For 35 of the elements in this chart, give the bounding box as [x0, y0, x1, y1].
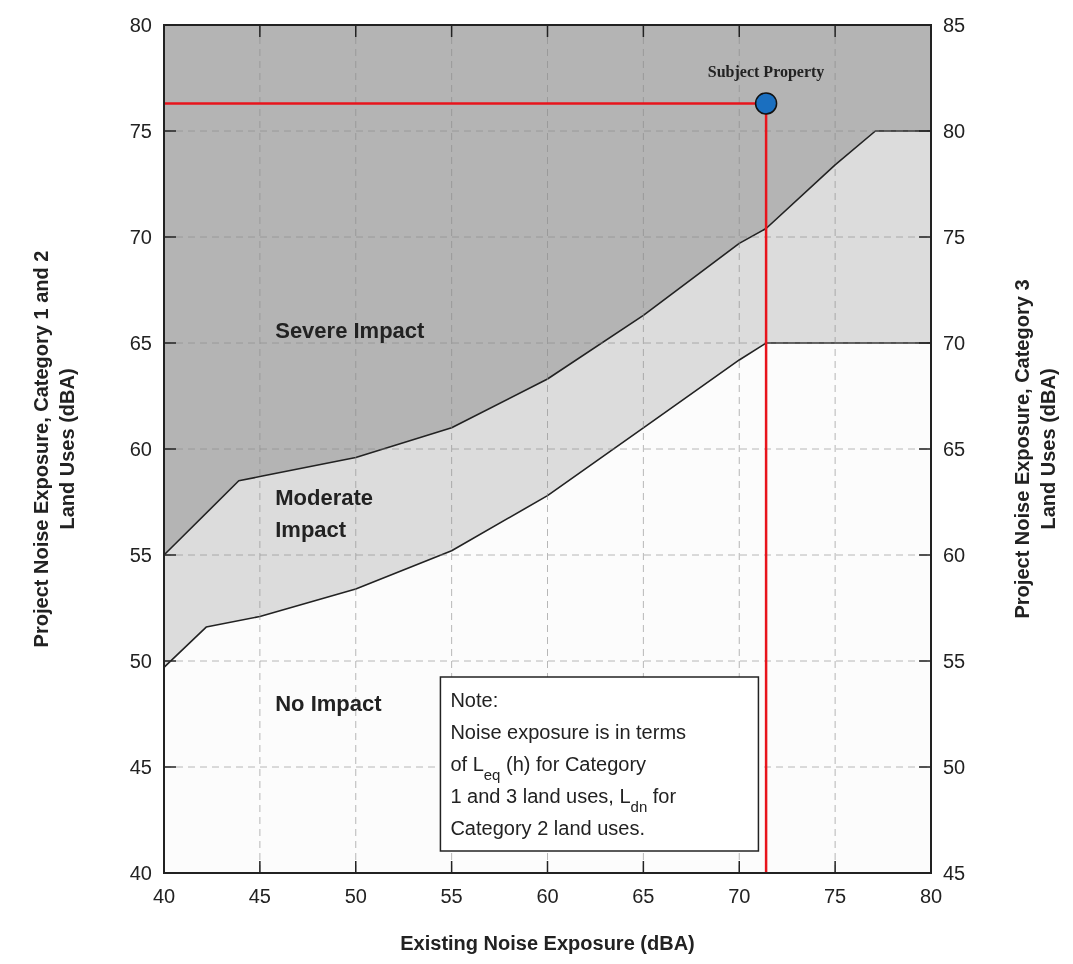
x-axis-title: Existing Noise Exposure (dBA) [400, 932, 695, 954]
y2-axis-title: Project Noise Exposure, Category 3 Land Uses (dBA) [1011, 279, 1059, 619]
x-tick-label: 40 [152, 885, 176, 907]
annotation: Severe Impact [275, 318, 426, 344]
y-tick-label: 55 [129, 544, 152, 566]
y2-tick-label: 80 [943, 120, 966, 142]
x-tick-label: 45 [248, 885, 271, 907]
y-tick-label: 45 [129, 756, 152, 778]
y-tick-label: 40 [129, 862, 152, 884]
x-tick-label: 50 [344, 885, 367, 907]
annotation: No Impact [275, 691, 383, 717]
y2-tick-label: 60 [943, 544, 966, 566]
annotation: Moderate Impact [275, 484, 374, 542]
x-tick-label: 70 [728, 885, 751, 907]
y-tick-label: 80 [129, 14, 152, 36]
y-tick-label: 70 [129, 226, 152, 248]
y2-tick-label: 45 [943, 862, 966, 884]
y2-tick-label: 50 [943, 756, 966, 778]
y-tick-label: 50 [129, 650, 152, 672]
x-tick-label: 75 [824, 885, 847, 907]
y2-tick-label: 70 [943, 332, 966, 354]
x-tick-label: 60 [536, 885, 559, 907]
x-tick-label: 65 [632, 885, 655, 907]
y2-tick-label: 55 [943, 650, 966, 672]
y-axis-title: Project Noise Exposure, Category 1 and 2 Land Uses (dBA) [30, 250, 78, 648]
x-tick-label: 55 [440, 885, 463, 907]
annotation: Subject Property [707, 63, 825, 82]
y2-tick-label: 65 [943, 438, 966, 460]
y2-tick-label: 85 [943, 14, 966, 36]
y-tick-label: 60 [129, 438, 152, 460]
y2-tick-label: 75 [943, 226, 966, 248]
x-tick-label: 80 [919, 885, 943, 907]
text: Note: Noise exposure is in terms of L$_{eq}$ (h) for Category 1 and 3 land uses, L$_{dn}$ for Category 2 land uses. [450, 689, 687, 839]
y-tick-label: 65 [129, 332, 152, 354]
y-tick-label: 75 [129, 120, 152, 142]
